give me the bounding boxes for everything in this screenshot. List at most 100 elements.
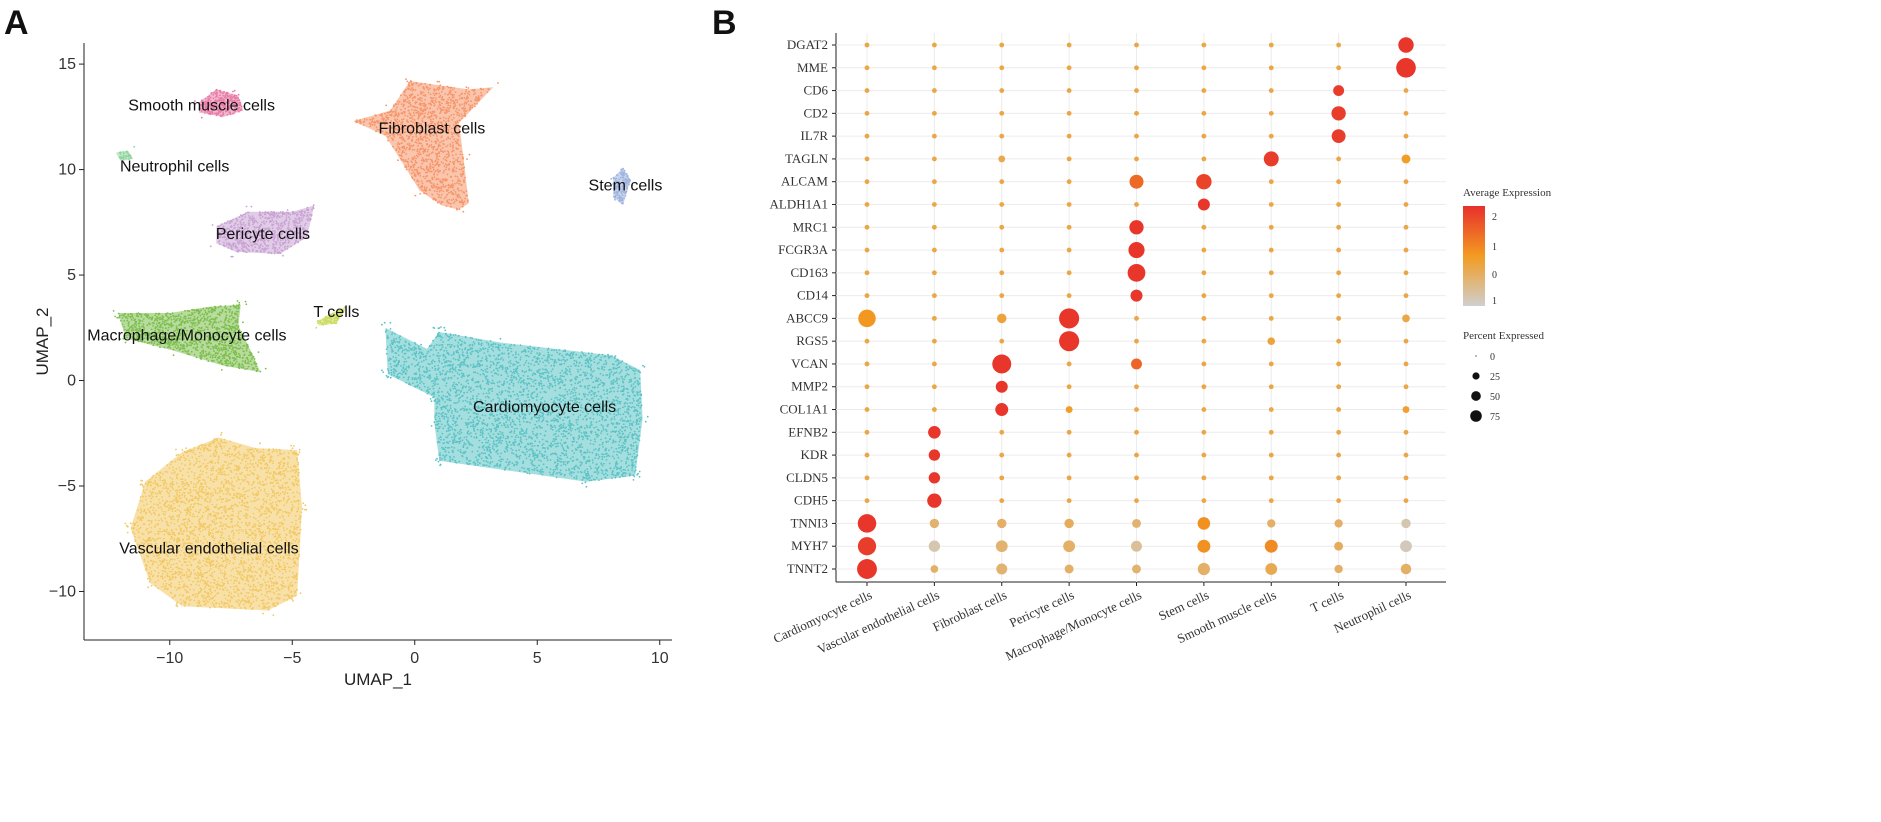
cell-point <box>186 523 189 526</box>
cell-point <box>538 384 541 387</box>
cell-point <box>252 525 255 527</box>
cell-point <box>630 445 633 447</box>
cell-point <box>232 575 235 578</box>
cell-point <box>452 439 454 442</box>
cell-point <box>169 485 172 487</box>
cell-point <box>263 500 266 503</box>
cell-point <box>445 441 448 444</box>
cell-point <box>418 373 421 376</box>
cell-point <box>477 458 479 461</box>
cell-point <box>450 354 453 357</box>
cell-point <box>171 478 174 480</box>
cell-point <box>425 366 428 369</box>
cell-point <box>506 381 509 384</box>
cell-point <box>415 359 418 361</box>
cell-point <box>210 460 213 463</box>
cell-point <box>197 503 200 505</box>
cell-point <box>447 427 450 429</box>
cell-point <box>621 390 624 392</box>
cell-point <box>441 372 443 375</box>
cell-point <box>615 360 617 363</box>
cell-point <box>247 495 249 498</box>
cell-point <box>468 433 471 435</box>
cell-point <box>594 467 597 469</box>
cell-point <box>561 369 563 372</box>
cell-point <box>436 406 439 408</box>
cell-point <box>180 488 183 491</box>
cell-point <box>594 440 596 443</box>
cell-point <box>446 409 449 412</box>
cell-point <box>592 418 595 420</box>
cell-point <box>296 526 298 529</box>
cell-point <box>456 401 459 404</box>
cell-point <box>168 575 171 578</box>
cell-point <box>621 450 624 452</box>
cell-point <box>462 452 464 455</box>
cell-point <box>563 411 566 414</box>
cell-point <box>223 460 226 463</box>
cell-point <box>626 457 628 460</box>
cell-point <box>508 419 511 422</box>
cell-point <box>165 483 168 486</box>
cell-point <box>399 335 402 338</box>
cell-point <box>555 438 558 440</box>
cell-point <box>225 489 228 491</box>
cell-point <box>449 368 451 371</box>
cell-point <box>503 423 506 426</box>
cell-point <box>577 446 579 449</box>
cell-point <box>579 368 582 371</box>
cell-point <box>616 434 619 437</box>
cell-point <box>455 402 457 405</box>
cell-point <box>200 454 203 457</box>
cell-point <box>487 432 490 435</box>
cell-point <box>153 561 156 563</box>
cell-point <box>563 429 566 432</box>
cell-point <box>426 368 428 371</box>
cell-point <box>583 385 586 387</box>
cell-point <box>271 588 273 591</box>
cell-point <box>132 527 135 529</box>
cell-point <box>422 382 425 385</box>
cell-point <box>520 441 523 444</box>
cell-point <box>504 346 507 349</box>
cell-point <box>208 558 211 561</box>
cell-point <box>247 451 250 453</box>
cell-point <box>569 457 572 460</box>
cell-point <box>181 483 184 486</box>
cell-point <box>531 430 534 433</box>
cell-point <box>461 361 463 363</box>
cell-point <box>600 412 602 415</box>
cell-point <box>202 448 205 450</box>
cell-point <box>592 443 595 446</box>
cell-point <box>586 468 589 470</box>
cell-point <box>444 458 446 461</box>
cell-point <box>463 451 465 453</box>
cell-point <box>263 523 265 525</box>
cell-point <box>452 419 455 422</box>
cell-point <box>515 378 518 381</box>
cell-point <box>546 376 549 378</box>
cell-point <box>454 395 457 397</box>
cell-point <box>496 362 499 365</box>
cell-point <box>477 454 480 456</box>
cell-point <box>420 343 422 346</box>
cell-point <box>599 372 602 375</box>
cell-point <box>506 372 508 375</box>
cell-point <box>620 436 623 439</box>
cell-point <box>393 339 396 342</box>
cell-point <box>276 587 278 589</box>
cell-point <box>544 377 547 380</box>
cell-point <box>562 424 565 427</box>
cell-point <box>490 371 493 373</box>
cell-point <box>564 388 567 391</box>
cell-point <box>532 385 535 388</box>
cell-point <box>278 485 280 488</box>
cell-point <box>273 575 276 578</box>
cell-point <box>249 596 252 599</box>
cell-point <box>587 472 589 475</box>
cell-point <box>519 454 522 457</box>
cell-point <box>627 453 630 456</box>
cell-point <box>408 343 410 346</box>
cell-point <box>178 510 181 512</box>
cell-point <box>477 362 480 365</box>
